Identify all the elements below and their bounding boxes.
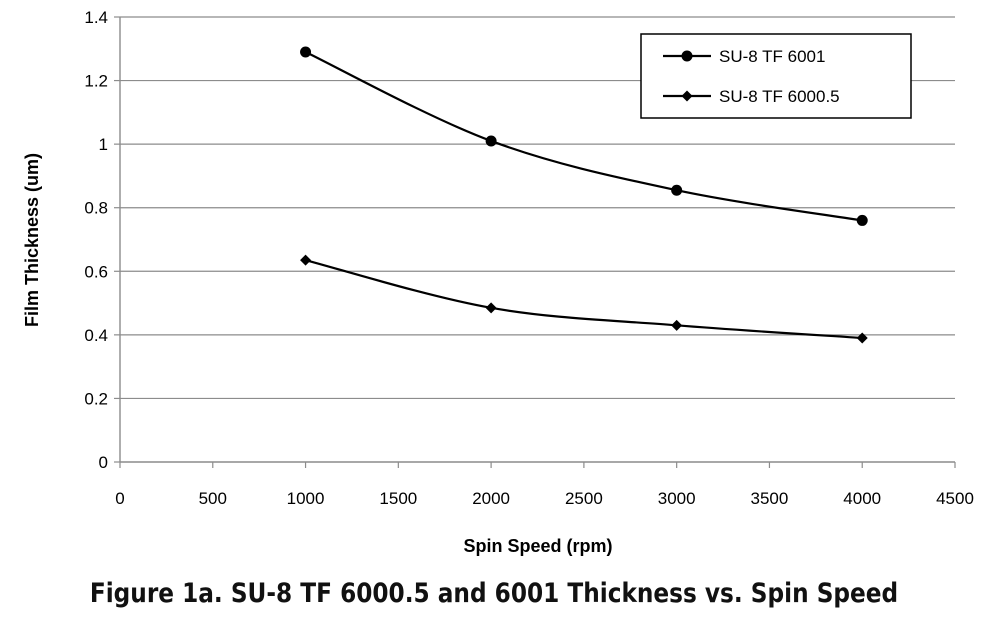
line-chart: 0 0.2 0.4 0.6 0.8 1 1.2 1.4 0 500 1000 1500 2000 250… [22,8,974,556]
y-tick-label: 1 [99,135,108,154]
x-axis-title: Spin Speed (rpm) [463,536,612,556]
x-tick-label: 4500 [936,489,974,508]
x-tick-label: 4000 [843,489,881,508]
legend-label: SU-8 TF 6001 [719,47,825,66]
legend-box [640,33,912,119]
figure-caption: Figure 1a. SU-8 TF 6000.5 and 6001 Thick… [89,578,899,609]
data-point [856,332,868,344]
x-tick-label: 1000 [287,489,325,508]
x-tick-label: 2000 [472,489,510,508]
data-point [671,319,683,331]
x-tick-labels: 0 500 1000 1500 2000 2500 3000 3500 4000 4500 [115,489,974,508]
y-tick-label: 0.2 [84,389,108,408]
y-tick-label: 0.8 [84,199,108,218]
axes [114,16,956,468]
y-tick-label: 1.4 [84,8,108,27]
x-tick-label: 0 [115,489,124,508]
data-point [485,302,497,314]
x-tick-label: 3500 [751,489,789,508]
y-tick-label: 0.4 [84,326,108,345]
series-group [300,46,868,344]
legend-marker [681,50,693,62]
y-axis-title: Film Thickness (um) [22,153,42,327]
y-tick-label: 1.2 [84,72,108,91]
data-point [300,46,312,58]
legend: SU-8 TF 6001 SU-8 TF 6000.5 [640,33,912,119]
y-tick-labels: 0 0.2 0.4 0.6 0.8 1 1.2 1.4 [84,8,108,472]
legend-label: SU-8 TF 6000.5 [719,87,840,106]
data-point [300,254,312,266]
data-point [485,135,497,147]
legend-marker [681,90,693,102]
y-tick-label: 0 [99,453,108,472]
x-tick-label: 500 [199,489,227,508]
data-point [671,184,683,196]
grid-lines [120,16,955,400]
x-tick-label: 3000 [658,489,696,508]
y-tick-label: 0.6 [84,262,108,281]
x-tick-label: 2500 [565,489,603,508]
data-point [856,214,868,226]
x-tick-label: 1500 [379,489,417,508]
series-line-1 [305,259,863,340]
series-line-0 [305,50,863,222]
